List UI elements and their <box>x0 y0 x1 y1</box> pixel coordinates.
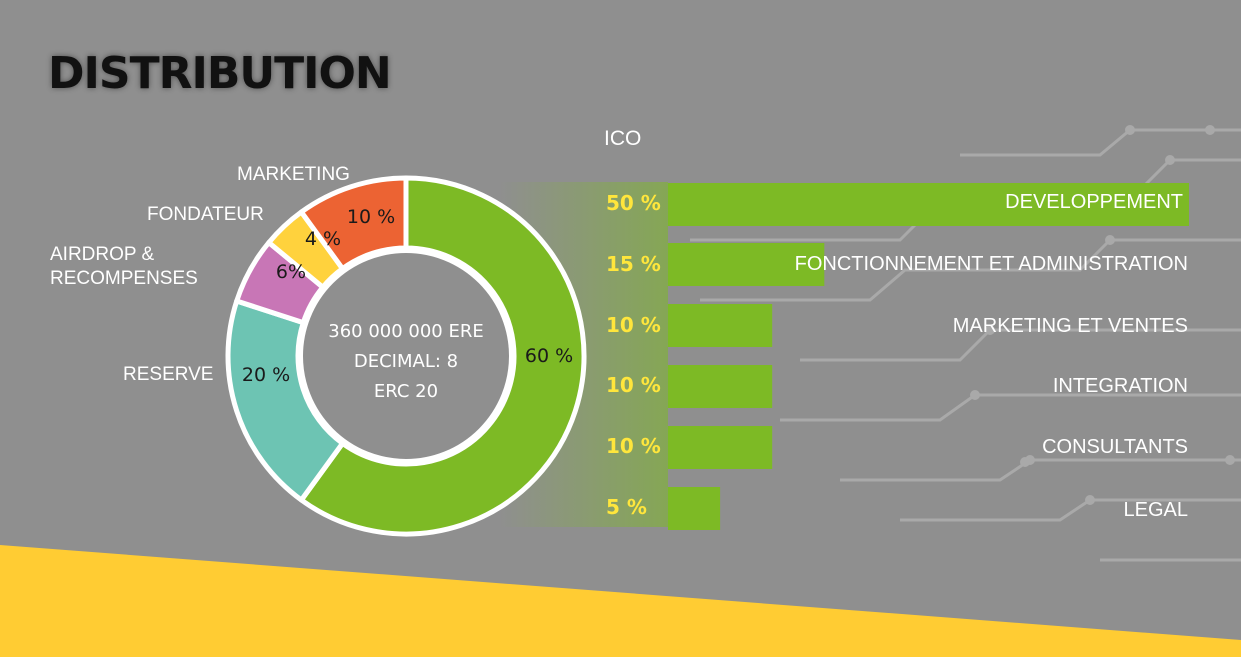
bar <box>668 426 773 469</box>
bar <box>668 243 825 286</box>
bar-chart <box>668 183 1189 530</box>
pie-label-reserve: RESERVE <box>123 364 214 385</box>
bar-label-developpement: DEVELOPPEMENT <box>1005 191 1183 213</box>
pie-value-reserve: 20 % <box>241 364 291 386</box>
pie-value-ico: 60 % <box>524 345 574 367</box>
pie-value-airdrop: 6% <box>275 261 307 283</box>
bar-value-consultants: 10 % <box>606 434 661 458</box>
pie-value-fondateur: 4 % <box>304 228 342 250</box>
pie-label-marketing: MARKETING <box>237 164 350 185</box>
bar-label-legal: LEGAL <box>1123 499 1188 521</box>
donut-center-supply: 360 000 000 ERE <box>328 321 484 342</box>
bar-label-consultants: CONSULTANTS <box>1042 436 1188 458</box>
bar-value-legal: 5 % <box>606 495 647 519</box>
pie-label-airdrop: AIRDROP & RECOMPENSES <box>50 244 198 289</box>
accent-band <box>0 545 1241 657</box>
bar <box>668 365 773 408</box>
bar <box>668 304 773 347</box>
bar <box>668 487 721 530</box>
circuit-background <box>690 128 1241 562</box>
bar-value-developpement: 50 % <box>606 191 661 215</box>
donut-hole <box>297 247 515 465</box>
page-title: DISTRIBUTION <box>48 48 392 99</box>
bar-label-fonctionnement: FONCTIONNEMENT ET ADMINISTRATION <box>794 253 1188 275</box>
circuit-nodes <box>970 125 1235 505</box>
pie-value-marketing: 10 % <box>346 206 396 228</box>
bar <box>668 183 1189 226</box>
ico-label: ICO <box>604 127 642 150</box>
donut-chart <box>225 175 587 537</box>
bar-label-marketing-ventes: MARKETING ET VENTES <box>952 315 1188 337</box>
donut-center-standard: ERC 20 <box>373 381 439 402</box>
bar-label-integration: INTEGRATION <box>1052 375 1188 397</box>
pie-label-fondateur: FONDATEUR <box>147 204 264 225</box>
bar-value-marketing-ventes: 10 % <box>606 313 661 337</box>
donut-center-decimal: DECIMAL: 8 <box>353 351 459 372</box>
bar-value-integration: 10 % <box>606 373 661 397</box>
bar-value-fonctionnement: 15 % <box>606 252 661 276</box>
